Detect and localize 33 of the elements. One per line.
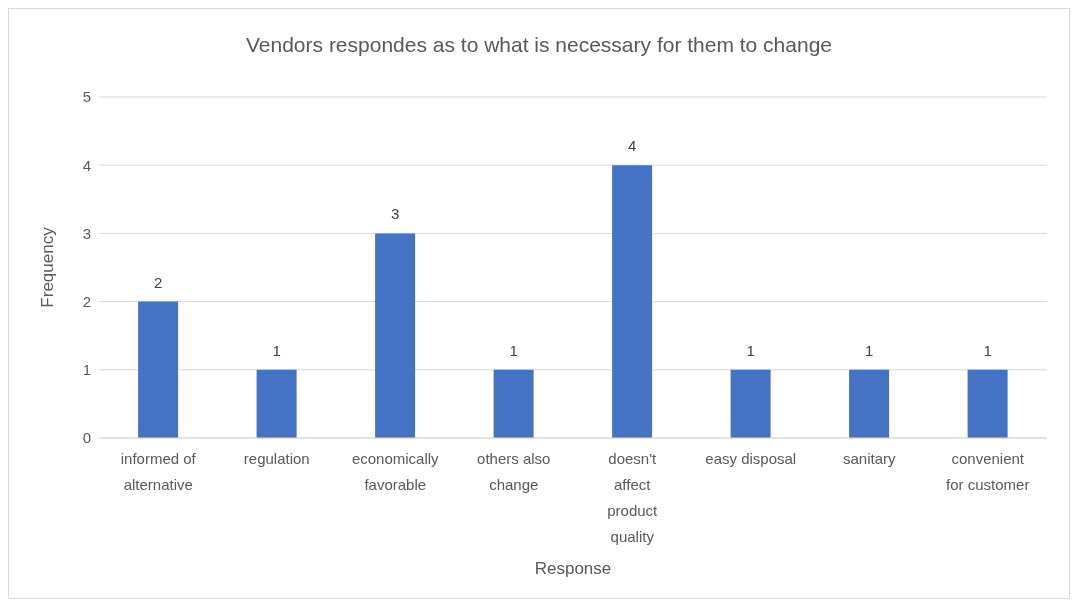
bar bbox=[849, 369, 890, 438]
x-axis-title: Response bbox=[534, 559, 612, 578]
chart-title: Vendors respondes as to what is necessary for them to change bbox=[245, 32, 833, 58]
x-tick-label: regulation bbox=[243, 450, 310, 467]
x-tick-label: informed of alternative bbox=[120, 450, 197, 493]
bar bbox=[612, 165, 653, 438]
x-tick-label: economically favorable bbox=[351, 450, 440, 493]
data-label: 3 bbox=[390, 205, 400, 223]
y-tick-label: 4 bbox=[82, 156, 91, 174]
y-tick-label: 0 bbox=[82, 429, 91, 447]
x-tick-label: doesn't affect product quality bbox=[607, 450, 659, 545]
data-label: 1 bbox=[509, 341, 518, 359]
x-tick-label: easy disposal bbox=[705, 450, 797, 467]
bar bbox=[138, 301, 179, 438]
data-label: 1 bbox=[746, 341, 755, 359]
bar bbox=[256, 369, 297, 438]
x-tick-label: sanitary bbox=[842, 450, 897, 467]
y-tick-label: 3 bbox=[82, 224, 91, 242]
bar bbox=[730, 369, 771, 438]
data-label: 4 bbox=[627, 137, 637, 155]
y-axis-title: Frequency bbox=[38, 226, 58, 308]
y-tick-label: 1 bbox=[82, 361, 91, 379]
x-tick-label: others also change bbox=[477, 450, 551, 493]
bar bbox=[967, 369, 1008, 438]
bar bbox=[375, 233, 416, 438]
x-tick-label: convenient for customer bbox=[946, 450, 1030, 493]
bar bbox=[493, 369, 534, 438]
y-tick-label: 5 bbox=[82, 88, 91, 106]
data-label: 1 bbox=[983, 341, 992, 359]
data-label: 2 bbox=[153, 273, 163, 291]
data-label: 1 bbox=[864, 341, 874, 359]
data-label: 1 bbox=[272, 341, 281, 359]
y-tick-label: 2 bbox=[82, 292, 91, 310]
